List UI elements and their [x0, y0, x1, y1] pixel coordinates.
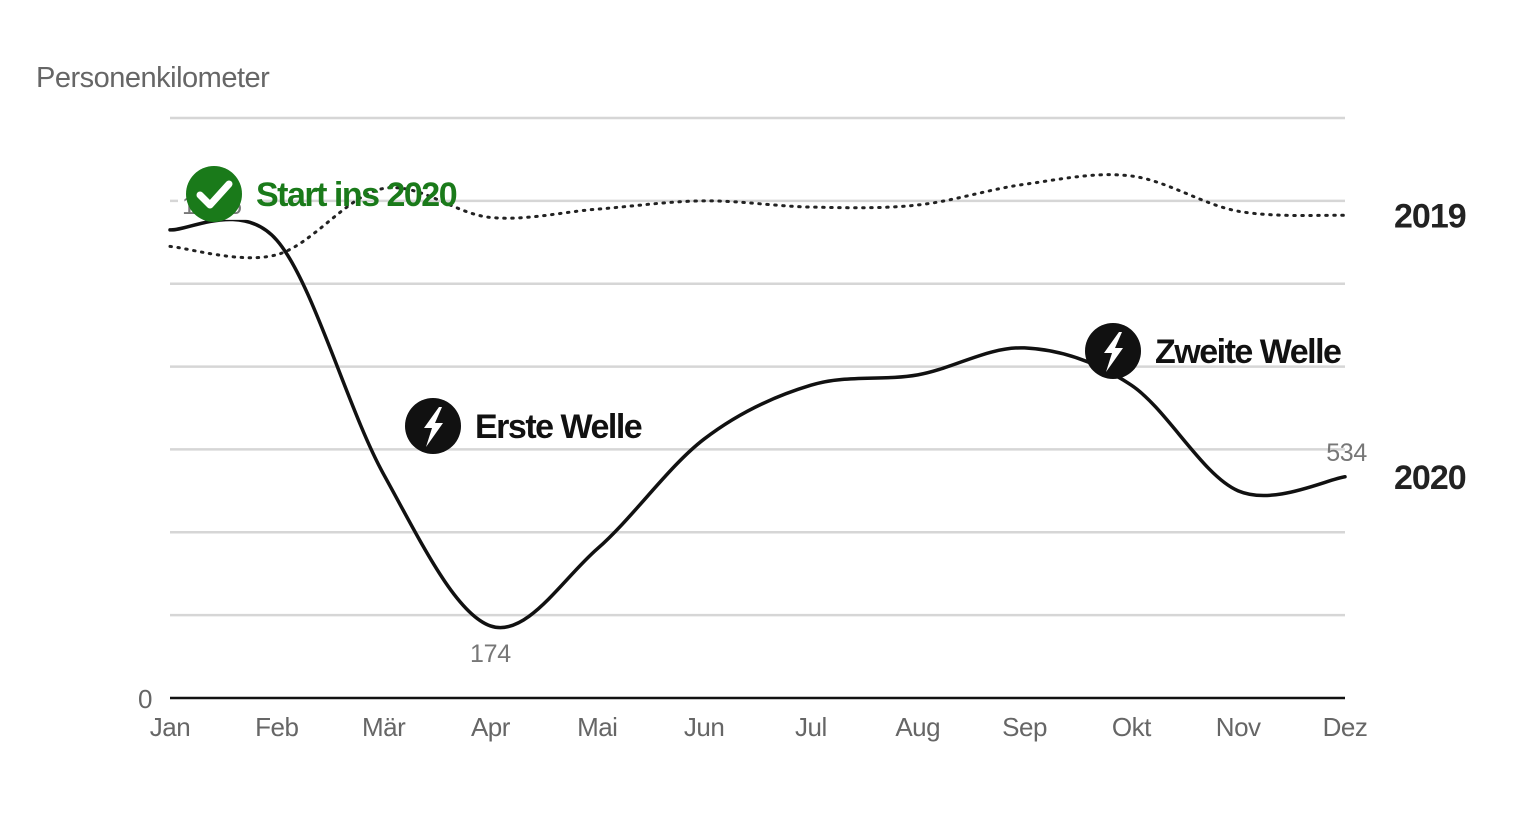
series-label: 2020	[1394, 459, 1466, 497]
x-tick-label: Jan	[150, 712, 190, 742]
annotation-label: Erste Welle	[475, 408, 642, 446]
annotation: Start ins 2020	[186, 166, 458, 222]
x-tick-label: Sep	[1002, 712, 1047, 742]
series-line-2020	[168, 217, 1347, 630]
series-label: 2019	[1394, 197, 1466, 235]
y-axis-ticks: 0	[138, 684, 153, 714]
x-tick-label: Nov	[1216, 712, 1261, 742]
x-tick-label: Dez	[1323, 712, 1368, 742]
y-tick-label: 0	[138, 684, 152, 714]
gridlines	[170, 116, 1345, 700]
x-tick-label: Feb	[255, 712, 298, 742]
x-tick-label: Jun	[684, 712, 724, 742]
x-tick-label: Mär	[362, 712, 406, 742]
check-circle-icon	[186, 166, 242, 222]
data-label: 534	[1326, 439, 1367, 467]
x-axis-ticks: Jan Feb Mär Apr Mai Jun Jul Aug Sep Okt Nov Dez	[150, 712, 1368, 742]
annotation-label: Start ins 2020	[256, 176, 457, 214]
x-tick-label: Okt	[1112, 712, 1152, 742]
data-label: 174	[470, 640, 511, 668]
y-axis-label: Personenkilometer	[36, 62, 270, 94]
annotation: Erste Welle	[405, 398, 643, 454]
x-tick-label: Jul	[795, 712, 827, 742]
annotation-label: Zweite Welle	[1155, 333, 1341, 371]
x-tick-label: Mai	[577, 712, 617, 742]
series-line-2019	[168, 173, 1347, 260]
x-tick-label: Apr	[471, 712, 511, 742]
annotations: Start ins 2020 Erste Welle Zweite Welle	[186, 166, 1343, 454]
x-tick-label: Aug	[895, 712, 940, 742]
lightning-icon	[405, 398, 461, 454]
series-lines	[168, 173, 1347, 630]
annotation: Zweite Welle	[1085, 323, 1343, 379]
lightning-icon	[1085, 323, 1141, 379]
